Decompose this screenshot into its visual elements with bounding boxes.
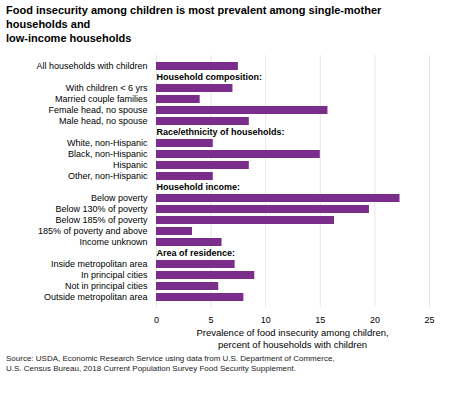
- svg-text:15: 15: [315, 315, 325, 325]
- svg-text:Below 185% of poverty: Below 185% of poverty: [55, 216, 148, 226]
- svg-text:Not in principal cities: Not in principal cities: [65, 282, 148, 292]
- svg-text:All households with children: All households with children: [36, 62, 147, 72]
- html-text:Prevalence of food insecurity: Prevalence of food insecurity among chil…: [196, 327, 389, 350]
- svg-text:Area of residence:: Area of residence:: [157, 249, 236, 259]
- svg-text:Below poverty: Below poverty: [91, 194, 148, 204]
- svg-text:Female head, no spouse: Female head, no spouse: [48, 106, 147, 116]
- svg-text:10: 10: [261, 315, 271, 325]
- svg-text:25: 25: [424, 315, 434, 325]
- svg-text:5: 5: [209, 315, 214, 325]
- svg-text:Race/ethnicity of households:: Race/ethnicity of households:: [157, 128, 285, 138]
- svg-text:Income unknown: Income unknown: [79, 238, 147, 248]
- svg-text:With children < 6 yrs: With children < 6 yrs: [66, 84, 148, 94]
- svg-text:0: 0: [154, 315, 159, 325]
- svg-text:Married couple families: Married couple families: [55, 95, 148, 105]
- svg-text:Below 130% of poverty: Below 130% of poverty: [55, 205, 148, 215]
- svg-text:Black, non-Hispanic: Black, non-Hispanic: [68, 150, 148, 160]
- svg-text:Inside metropolitan area: Inside metropolitan area: [51, 260, 148, 270]
- svg-text:Household income:: Household income:: [157, 183, 241, 193]
- svg-text:20: 20: [370, 315, 380, 325]
- svg-text:White, non-Hispanic: White, non-Hispanic: [67, 139, 148, 149]
- svg-text:Outside metropolitan area: Outside metropolitan area: [44, 293, 148, 303]
- html-text:Food insecurity among children: Food insecurity among children is most p…: [6, 4, 382, 44]
- svg-text:Other, non-Hispanic: Other, non-Hispanic: [68, 172, 148, 182]
- svg-text:Male head, no spouse: Male head, no spouse: [59, 117, 148, 127]
- svg-text:185% of poverty and above: 185% of poverty and above: [38, 227, 148, 237]
- svg-text:Hispanic: Hispanic: [113, 161, 148, 171]
- svg-text:Household composition:: Household composition:: [157, 73, 263, 83]
- html-text:Source: USDA, Economic Researc: Source: USDA, Economic Research Service …: [6, 354, 335, 373]
- svg-text:In principal cities: In principal cities: [81, 271, 148, 281]
